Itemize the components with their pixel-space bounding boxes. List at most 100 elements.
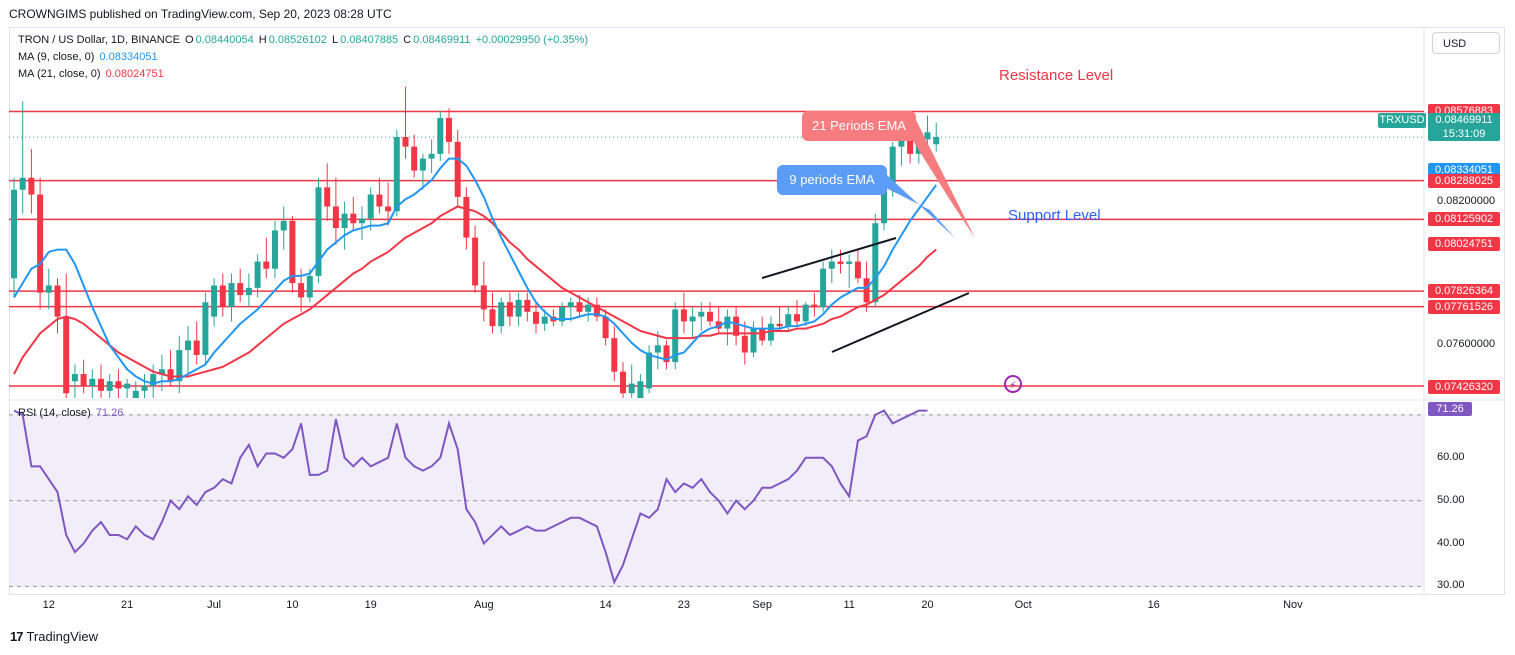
candle-body: [106, 381, 113, 391]
chart-frame: [9, 27, 1505, 595]
rsi-axis-label: 40.00: [1437, 536, 1465, 549]
time-axis-label: 21: [120, 599, 134, 611]
rsi-tag: 71.26: [1428, 402, 1472, 417]
candle-body: [54, 285, 61, 317]
candle-body: [402, 137, 409, 147]
candle-body: [480, 285, 487, 310]
time-axis-label: 14: [599, 599, 612, 611]
candle-body: [672, 309, 679, 363]
price-axis-label: 0.07600000: [1437, 338, 1496, 351]
tradingview-logo-icon: 17: [10, 629, 24, 644]
price-tag: 0.07761526: [1428, 299, 1500, 314]
candle-body: [767, 323, 774, 341]
time-axis-label: Aug: [474, 599, 494, 611]
candle-body: [837, 261, 844, 264]
candle-body: [359, 218, 365, 224]
candle-body: [124, 383, 131, 389]
candle-body: [437, 117, 444, 154]
candle-body: [350, 213, 357, 224]
candle-body: [585, 304, 592, 312]
candle-body: [202, 302, 209, 355]
candle-body: [132, 390, 139, 398]
close-key: C: [403, 34, 412, 46]
candle-body: [741, 335, 748, 353]
candle-body: [176, 350, 183, 382]
ema21-callout: 21 Periods EMA: [802, 111, 916, 141]
candle-body: [115, 381, 122, 389]
candle-body: [707, 311, 713, 322]
time-axis-label: 19: [364, 599, 377, 611]
candle-body: [254, 261, 261, 288]
candle-body: [80, 374, 87, 387]
ema21-pointer: [905, 120, 975, 238]
candle-body: [533, 311, 539, 324]
candle-body: [428, 153, 435, 159]
candle-body: [89, 378, 96, 387]
candle-body: [828, 261, 835, 269]
candle-body: [454, 141, 461, 197]
support-annotation: Support Level: [1008, 207, 1101, 224]
candle-body: [611, 338, 618, 372]
rsi-legend[interactable]: RSI (14, close) 71.26: [18, 407, 125, 419]
lightning-icon[interactable]: ⚡: [1004, 375, 1022, 393]
price-tag: 0.08334051: [1428, 162, 1500, 177]
candle-body: [37, 194, 44, 293]
ma21-value: 0.08024751: [105, 68, 164, 80]
candle-body: [646, 352, 653, 389]
candle-body: [446, 117, 452, 142]
price-tag: 0.07826364: [1428, 284, 1500, 299]
open-value: 0.08440054: [195, 34, 254, 46]
candle-body: [576, 302, 583, 312]
tradingview-footer[interactable]: 17 TradingView: [10, 629, 98, 644]
candle-body: [71, 374, 78, 382]
candle-body: [680, 309, 687, 322]
rsi-line: [13, 409, 928, 585]
rsi-label: RSI (14, close): [18, 407, 91, 419]
ma9-legend[interactable]: MA (9, close, 0) 0.08334051: [18, 51, 160, 63]
candle-body: [881, 187, 887, 224]
ohlc-legend: TRON / US Dollar, 1D, BINANCE O 0.0844005…: [18, 34, 590, 46]
time-axis-label: 16: [1147, 599, 1160, 611]
candle-body: [411, 146, 418, 171]
candle-body: [376, 194, 383, 207]
ma9-line: [13, 157, 938, 385]
candle-body: [419, 158, 426, 171]
pair-tag: TRXUSD: [1378, 113, 1426, 128]
candle-body: [28, 177, 35, 195]
candle-body: [280, 220, 287, 231]
candle-body: [811, 304, 818, 308]
candle-body: [506, 302, 513, 317]
candle-body: [45, 285, 52, 293]
candle-body: [228, 283, 235, 308]
candle-body: [628, 383, 635, 394]
ma9-value: 0.08334051: [99, 51, 158, 63]
candle-body: [663, 345, 670, 363]
low-value: 0.08407885: [340, 34, 399, 46]
candle-body: [794, 314, 800, 322]
currency-button[interactable]: USD: [1432, 32, 1500, 54]
candle-body: [524, 299, 531, 312]
candle-body: [272, 230, 278, 269]
countdown-value: 15:31:09: [1442, 128, 1486, 140]
symbol-label: TRON / US Dollar, 1D, BINANCE: [18, 34, 180, 46]
open-key: O: [185, 34, 194, 46]
candle-body: [907, 134, 914, 154]
candle-body: [820, 268, 827, 308]
ma9-label: MA (9, close, 0): [18, 51, 95, 63]
candle-body: [63, 316, 70, 394]
ma21-legend[interactable]: MA (21, close, 0) 0.08024751: [18, 68, 166, 80]
price-tag: 0.07426320: [1428, 379, 1500, 394]
candle-body: [846, 261, 853, 264]
current-price-value: 0.08469911: [1435, 114, 1493, 126]
candle-body: [263, 261, 270, 269]
candle-body: [158, 369, 165, 375]
time-axis-label: 12: [42, 599, 55, 611]
rsi-axis-label: 30.00: [1437, 579, 1465, 592]
candle-body: [332, 206, 339, 229]
candle-body: [463, 196, 470, 238]
candle-body: [602, 316, 609, 339]
price-pane: [9, 86, 1424, 398]
candle-body: [863, 278, 870, 303]
time-axis-label: 10: [286, 599, 299, 611]
